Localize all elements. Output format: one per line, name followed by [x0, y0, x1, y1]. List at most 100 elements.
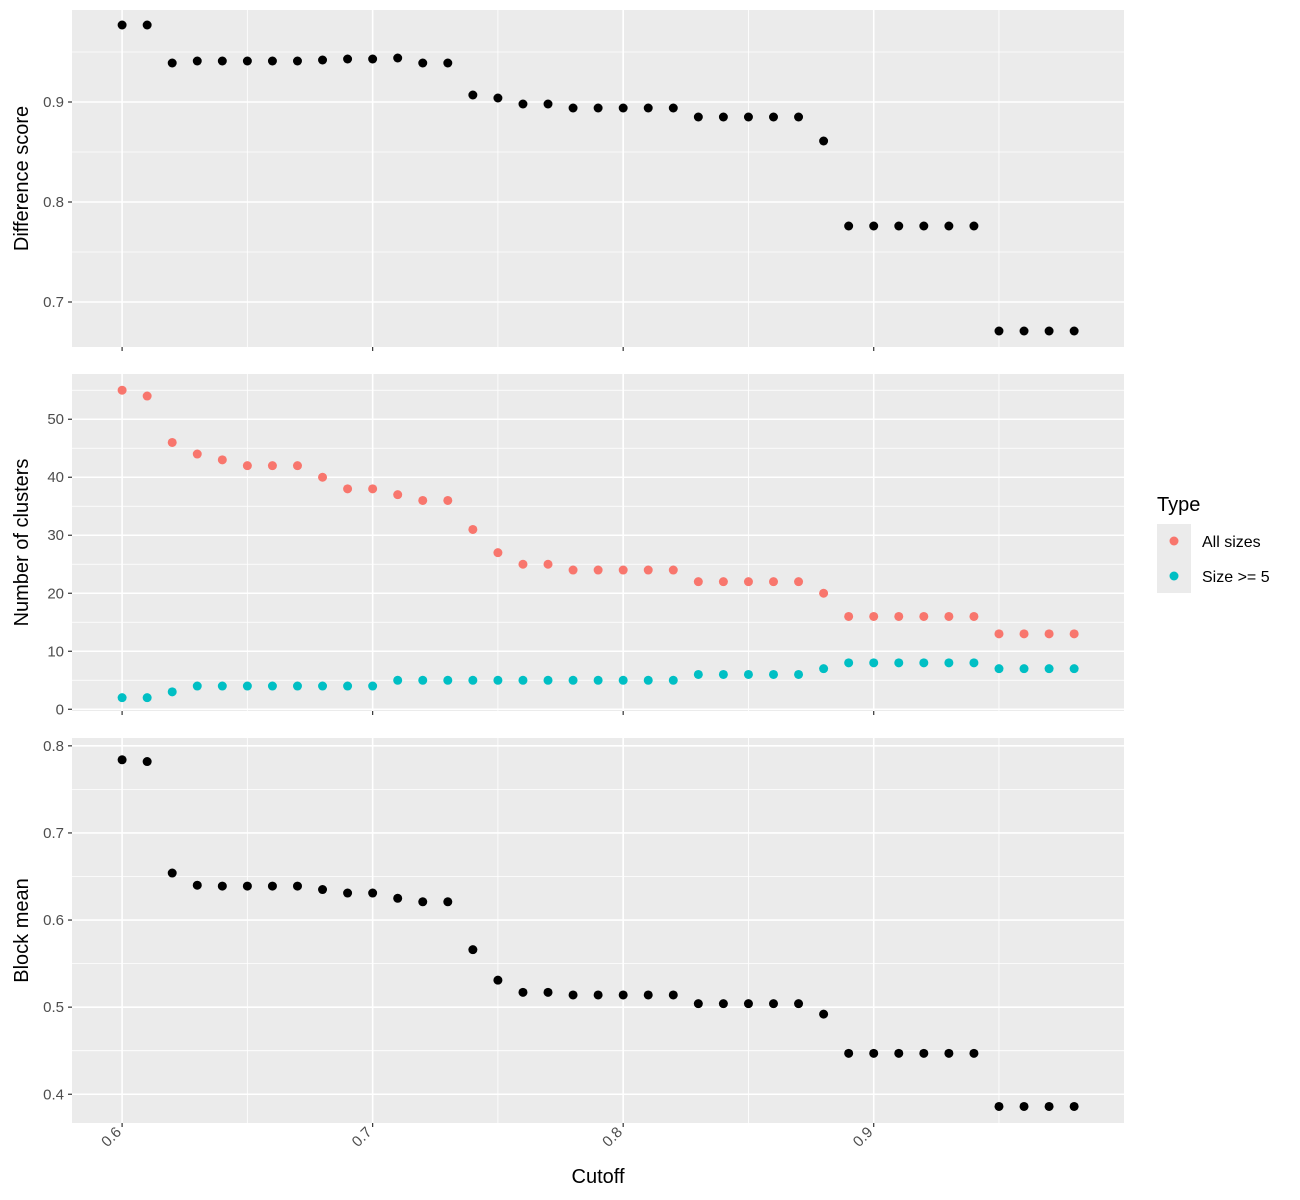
data-point	[618, 103, 628, 113]
data-point	[769, 999, 779, 1009]
data-point-all-sizes	[167, 437, 177, 447]
data-point-all-sizes	[242, 461, 252, 471]
data-point	[518, 99, 528, 109]
data-point-size-ge-5	[468, 675, 478, 685]
legend-key-background	[1157, 524, 1191, 593]
data-point-size-ge-5	[318, 681, 328, 691]
y-tick-label: 0.7	[43, 825, 64, 842]
x-tick-label: 0.9	[850, 1124, 877, 1151]
data-point-all-sizes	[769, 577, 779, 587]
data-point-all-sizes	[518, 559, 528, 569]
data-point	[994, 326, 1004, 336]
data-point-size-ge-5	[593, 675, 603, 685]
x-tick-label: 0.8	[599, 1124, 626, 1151]
data-point	[794, 112, 804, 122]
data-point-all-sizes	[1044, 629, 1054, 639]
data-point-all-sizes	[819, 588, 829, 598]
data-point	[267, 881, 277, 891]
data-point	[468, 90, 478, 100]
data-point	[493, 93, 503, 103]
data-point-size-ge-5	[969, 658, 979, 668]
data-point	[117, 755, 127, 765]
data-point	[693, 112, 703, 122]
data-point	[167, 58, 177, 68]
legend-label-all-sizes: All sizes	[1202, 534, 1261, 551]
data-point	[142, 20, 152, 30]
data-point	[693, 999, 703, 1009]
data-point	[819, 1009, 829, 1019]
data-point	[568, 103, 578, 113]
data-point-size-ge-5	[217, 681, 227, 691]
data-point-all-sizes	[593, 565, 603, 575]
data-point-size-ge-5	[994, 664, 1004, 674]
data-point	[869, 1048, 879, 1058]
y-tick-label: 50	[47, 411, 64, 428]
data-point-all-sizes	[318, 472, 328, 482]
data-point	[844, 1048, 854, 1058]
data-point	[393, 893, 403, 903]
y-tick-label: 30	[47, 527, 64, 544]
data-point-all-sizes	[794, 577, 804, 587]
data-point-all-sizes	[869, 611, 879, 621]
y-tick-label: 0.9	[43, 94, 64, 111]
data-point	[343, 54, 353, 64]
data-point	[292, 881, 302, 891]
y-tick-label: 20	[47, 585, 64, 602]
data-point	[217, 56, 227, 66]
data-point	[718, 112, 728, 122]
data-point	[618, 990, 628, 1000]
data-point	[919, 221, 929, 231]
data-point-all-sizes	[618, 565, 628, 575]
data-point	[593, 990, 603, 1000]
data-point-size-ge-5	[1019, 664, 1029, 674]
data-point-all-sizes	[493, 548, 503, 558]
data-point	[1019, 1101, 1029, 1111]
x-axis-title: Cutoff	[572, 1166, 625, 1188]
data-point	[418, 897, 428, 907]
data-point-size-ge-5	[117, 693, 127, 703]
data-point	[894, 221, 904, 231]
y-tick-label: 0.8	[43, 194, 64, 211]
data-point-size-ge-5	[1069, 664, 1079, 674]
data-point-all-sizes	[393, 490, 403, 500]
data-point	[142, 757, 152, 767]
data-point-all-sizes	[718, 577, 728, 587]
data-point	[969, 1048, 979, 1058]
y-tick-label: 0.5	[43, 999, 64, 1016]
panels: 0.7 0.8 0.9 Difference score 0 10 20 30 40 50 Numb…	[11, 10, 1124, 1151]
data-point-size-ge-5	[368, 681, 378, 691]
data-point-size-ge-5	[393, 675, 403, 685]
data-point	[242, 881, 252, 891]
data-point-all-sizes	[142, 391, 152, 401]
y-axis-title: Difference score	[11, 106, 33, 251]
data-point-size-ge-5	[894, 658, 904, 668]
data-point-size-ge-5	[1044, 664, 1054, 674]
legend-label-size-ge-5: Size >= 5	[1202, 569, 1270, 586]
y-tick-label: 0.6	[43, 912, 64, 929]
data-point	[543, 99, 553, 109]
data-point-size-ge-5	[718, 669, 728, 679]
data-point-all-sizes	[994, 629, 1004, 639]
panel-background	[72, 738, 1124, 1123]
data-point	[1069, 1101, 1079, 1111]
y-tick-label: 40	[47, 469, 64, 486]
y-axis-title: Number of clusters	[11, 459, 33, 627]
data-point-size-ge-5	[418, 675, 428, 685]
data-point-size-ge-5	[944, 658, 954, 668]
data-point-size-ge-5	[919, 658, 929, 668]
data-point-all-sizes	[1019, 629, 1029, 639]
y-tick-label: 10	[47, 643, 64, 660]
data-point-all-sizes	[668, 565, 678, 575]
data-point	[794, 999, 804, 1009]
data-point-all-sizes	[543, 559, 553, 569]
data-point	[192, 56, 202, 66]
panel-3: 0.4 0.5 0.6 0.7 0.8 0.6 0.7 0.8 0.9 Block mean	[11, 738, 1124, 1151]
data-point	[418, 58, 428, 68]
data-point	[994, 1101, 1004, 1111]
data-point	[1019, 326, 1029, 336]
data-point	[743, 999, 753, 1009]
data-point-size-ge-5	[869, 658, 879, 668]
data-point	[368, 888, 378, 898]
data-point-size-ge-5	[242, 681, 252, 691]
data-point-size-ge-5	[142, 693, 152, 703]
